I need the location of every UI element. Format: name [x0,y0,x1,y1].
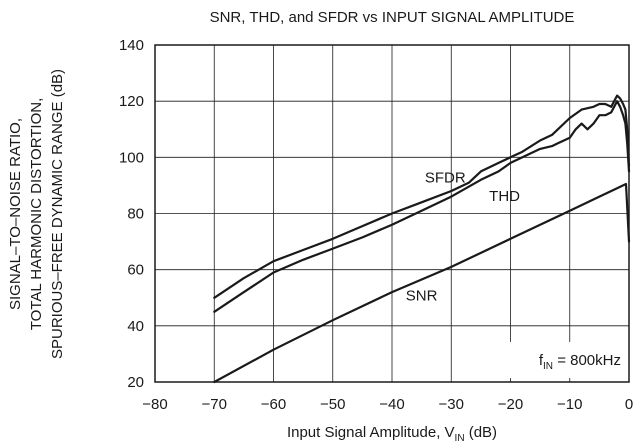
y-tick-label: 80 [127,206,144,223]
annotation-rest: = 800kHz [553,352,621,369]
x-tick-label: −50 [320,396,345,413]
series-line-thd [213,100,631,313]
x-tick-label: −80 [142,396,167,413]
x-axis-label: Input Signal Amplitude, VIN (dB) [287,424,497,444]
y-axis-label-line-2: TOTAL HARMONIC DISTORTION, [28,98,45,331]
x-axis-label-main: Input Signal Amplitude, V [287,424,455,441]
x-tick-label: −70 [202,396,227,413]
x-axis-label-sub: IN [455,433,465,444]
y-tick-label: 140 [119,37,144,54]
plot-frame [154,44,630,383]
x-tick-label: −60 [261,396,286,413]
y-axis-label-line-1: SIGNAL–TO–NOISE RATIO, [7,118,24,310]
series-line-snr [213,182,631,384]
annotation-main: f [539,352,544,369]
x-axis-label-unit: (dB) [465,424,498,441]
series-line-sfdr [213,94,631,299]
annotation-text: fIN = 800kHz [539,352,621,372]
y-tick-label: 60 [127,262,144,279]
series-labels: SFDR THD SNR [406,170,520,305]
x-tick-label: 0 [625,396,633,413]
y-tick-labels: 20 40 60 80 100 120 140 [119,37,144,391]
series-lines [213,94,631,384]
x-tick-label: −40 [379,396,404,413]
x-tick-label: −30 [439,396,464,413]
y-tick-label: 100 [119,149,144,166]
grid [155,45,629,382]
chart-title: SNR, THD, and SFDR vs INPUT SIGNAL AMPLI… [210,9,575,26]
series-label-snr: SNR [406,288,438,305]
series-label-thd: THD [489,188,520,205]
y-tick-label: 20 [127,374,144,391]
y-axis-label-line-3: SPURIOUS–FREE DYNAMIC RANGE (dB) [49,69,66,359]
x-tick-label: −10 [557,396,582,413]
series-label-sfdr: SFDR [425,170,466,187]
x-tick-labels: −80 −70 −60 −50 −40 −30 −20 −10 0 [142,396,633,413]
annotation-sub: IN [543,361,553,372]
y-tick-label: 120 [119,93,144,110]
x-tick-label: −20 [498,396,523,413]
annotation-box [502,342,626,378]
y-tick-label: 40 [127,318,144,335]
